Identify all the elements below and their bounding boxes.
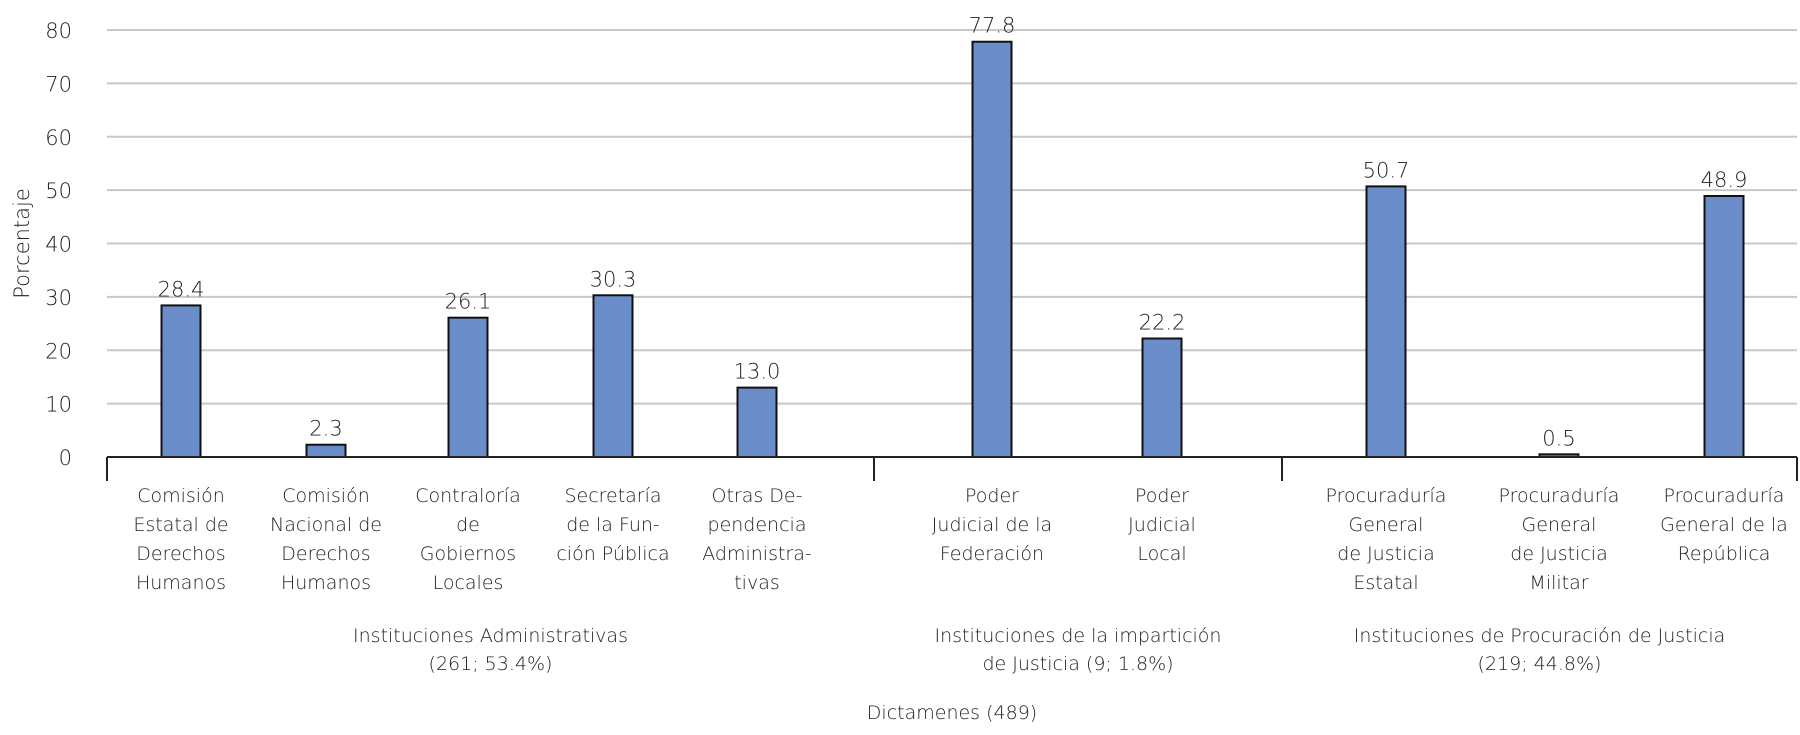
y-tick-label: 10 (45, 393, 72, 417)
bar (1365, 185, 1407, 458)
y-tick-label: 60 (45, 126, 72, 150)
bar (971, 40, 1013, 459)
category-label: Humanos (281, 572, 371, 594)
category-label: Humanos (136, 572, 226, 594)
category-label: Comisión (137, 485, 225, 507)
category-label: Derechos (281, 543, 370, 565)
data-label: 50.7 (1363, 158, 1410, 182)
group-label: de Justicia (9; 1.8%) (982, 653, 1173, 675)
category-label: Estatal de (133, 514, 228, 536)
category-label: Local (1137, 543, 1186, 565)
category-label: Locales (433, 572, 504, 594)
y-tick-label: 30 (45, 286, 72, 310)
group-label: Instituciones Administrativas (353, 625, 628, 647)
category-label: Otras De- (712, 485, 803, 507)
category-label: de (456, 514, 480, 536)
data-label: 30.3 (590, 267, 637, 291)
bar (447, 316, 489, 458)
bar (1141, 337, 1183, 459)
bar (736, 386, 778, 458)
y-tick-label: 70 (45, 72, 72, 96)
category-label: Nacional de (270, 514, 382, 536)
group-label: Instituciones de la impartición (935, 625, 1222, 647)
category-label: de Justicia (1337, 543, 1434, 565)
category-label: Gobiernos (420, 543, 516, 565)
y-tick-label: 0 (59, 446, 72, 470)
category-label: Procuraduría (1664, 485, 1785, 507)
data-label: 26.1 (445, 290, 492, 314)
category-label: General (1522, 514, 1597, 536)
category-label: Derechos (136, 543, 225, 565)
bar (160, 304, 202, 459)
data-label: 22.2 (1139, 311, 1186, 335)
bar (592, 294, 634, 458)
category-label: Contraloría (415, 485, 520, 507)
x-axis-title: Dictamenes (489) (867, 702, 1037, 724)
data-label: 0.5 (1542, 426, 1575, 450)
y-tick-label: 80 (45, 19, 72, 43)
category-label: Estatal (1353, 572, 1418, 594)
category-label: de Justicia (1510, 543, 1607, 565)
group-label: (219; 44.8%) (1478, 653, 1602, 675)
group-label: (261; 53.4%) (429, 653, 553, 675)
data-label: 2.3 (309, 417, 342, 441)
group-label: Instituciones de Procuración de Justicia (1354, 625, 1726, 647)
category-label: tivas (734, 572, 780, 594)
bar (1703, 194, 1745, 458)
category-label: Procuraduría (1499, 485, 1620, 507)
category-label: Comisión (282, 485, 370, 507)
category-label: General de la (1660, 514, 1788, 536)
bar (305, 443, 347, 459)
data-label: 13.0 (734, 360, 781, 384)
category-label: Poder (965, 485, 1019, 507)
y-axis-title: Porcentaje (10, 188, 34, 299)
data-label: 48.9 (1701, 168, 1748, 192)
category-label: Secretaría (564, 485, 661, 507)
data-label: 77.8 (969, 14, 1016, 38)
y-tick-label: 50 (45, 179, 72, 203)
category-label: Judicial de la (932, 514, 1052, 536)
y-tick-label: 20 (45, 339, 72, 363)
data-label: 28.4 (158, 277, 205, 301)
y-tick-label: 40 (45, 233, 72, 257)
category-label: ción Pública (556, 543, 669, 565)
category-label: Militar (1529, 572, 1588, 594)
category-label: General (1349, 514, 1424, 536)
category-label: Federación (940, 543, 1044, 565)
category-label: Judicial (1128, 514, 1196, 536)
category-label: Administra- (702, 543, 812, 565)
category-label: pendencia (708, 514, 807, 536)
category-label: de la Fun- (566, 514, 660, 536)
category-label: República (1678, 543, 1771, 565)
category-label: Poder (1135, 485, 1189, 507)
category-label: Procuraduría (1326, 485, 1447, 507)
